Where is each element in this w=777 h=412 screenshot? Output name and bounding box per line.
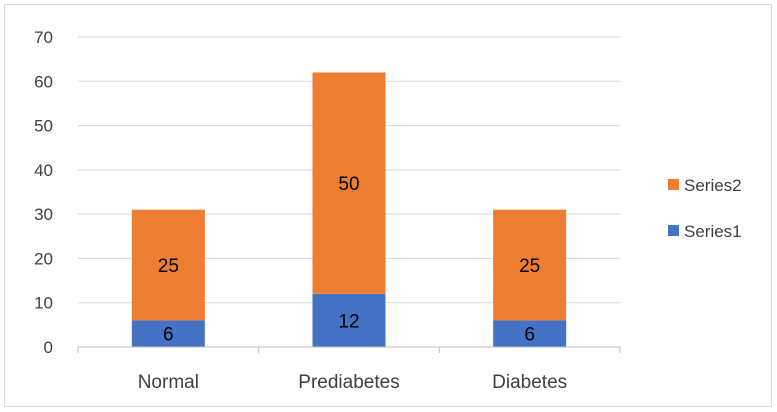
- x-category-label: Diabetes: [492, 372, 567, 393]
- data-label: 50: [338, 174, 359, 195]
- y-tick-label: 30: [34, 205, 53, 224]
- y-tick-label: 20: [34, 249, 53, 268]
- bar-series2-prediabetes: [312, 72, 386, 294]
- bar-series1-normal: [131, 320, 205, 347]
- bars: [131, 72, 567, 347]
- legend: Series2 Series1: [668, 176, 742, 241]
- bar-series1-prediabetes: [312, 293, 386, 347]
- y-axis-tick-labels: 0 10 20 30 40 50 60 70: [34, 28, 53, 357]
- y-tick-label: 70: [34, 28, 53, 47]
- y-tick-label: 10: [34, 294, 53, 313]
- x-category-label: Prediabetes: [298, 372, 399, 393]
- y-tick-label: 40: [34, 161, 53, 180]
- y-tick-label: 50: [34, 117, 53, 136]
- bar-series2-diabetes: [493, 209, 567, 321]
- data-labels: 6 25 12 50 6 25: [158, 174, 540, 346]
- x-category-label: Normal: [138, 372, 199, 393]
- bar-series2-normal: [131, 209, 205, 321]
- legend-swatch: [668, 225, 679, 236]
- data-label: 25: [158, 256, 179, 277]
- legend-label: Series2: [684, 176, 742, 195]
- y-tick-label: 60: [34, 72, 53, 91]
- bar-series1-diabetes: [493, 320, 567, 347]
- data-label: 12: [338, 311, 359, 332]
- x-axis: [77, 346, 621, 353]
- x-axis-category-labels: Normal Prediabetes Diabetes: [138, 372, 567, 393]
- data-label: 25: [519, 256, 540, 277]
- legend-label: Series1: [684, 222, 742, 241]
- data-label: 6: [524, 325, 535, 346]
- y-tick-label: 0: [44, 338, 53, 357]
- legend-swatch: [668, 179, 679, 190]
- data-label: 6: [163, 325, 174, 346]
